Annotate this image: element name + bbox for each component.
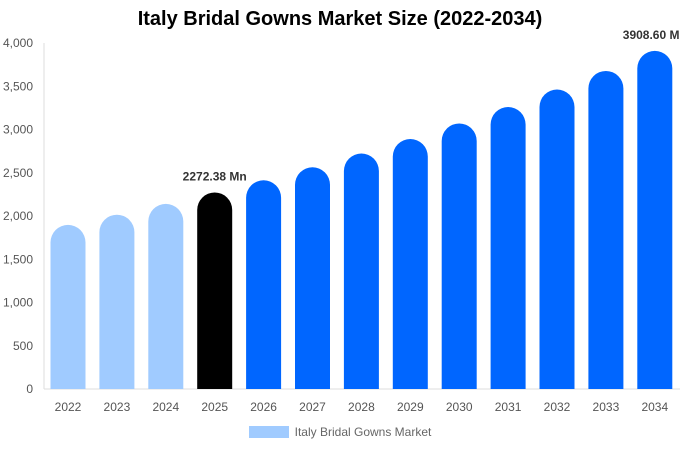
bar-2032 (539, 89, 575, 390)
x-tick-label: 2034 (641, 400, 668, 414)
bar-2027 (295, 167, 330, 389)
legend-swatch (248, 426, 289, 438)
y-tick-label: 3,500 (3, 79, 33, 93)
x-tick-label: 2033 (593, 400, 620, 414)
y-tick-label: 1,500 (3, 252, 33, 266)
y-tick-label: 2,000 (3, 209, 33, 223)
x-tick-label: 2027 (299, 400, 326, 414)
data-label: 2272.38 Mn (183, 169, 247, 183)
bar-2024 (148, 203, 184, 389)
x-tick-label: 2022 (55, 400, 82, 414)
legend-label: Italy Bridal Gowns Market (294, 425, 432, 439)
x-tick-label: 2030 (446, 400, 473, 414)
bar-2033 (588, 70, 624, 389)
chart-title: Italy Bridal Gowns Market Size (2022-203… (137, 8, 543, 30)
bar-2029 (392, 139, 428, 389)
y-tick-label: 0 (26, 382, 33, 396)
x-tick-label: 2032 (544, 400, 571, 414)
bar-2026 (246, 180, 282, 389)
y-tick-label: 1,000 (3, 296, 33, 310)
bar-2022 (50, 224, 86, 389)
data-label: 3908.60 Mn (623, 28, 680, 42)
x-tick-label: 2025 (201, 400, 228, 414)
bar-2031 (490, 107, 526, 389)
x-tick-label: 2024 (152, 400, 179, 414)
bar-2025 (197, 192, 233, 389)
x-tick-label: 2026 (250, 400, 277, 414)
x-tick-label: 2028 (348, 400, 375, 414)
bar-2030 (441, 123, 477, 390)
y-tick-label: 4,000 (3, 36, 33, 50)
y-tick-label: 500 (13, 339, 33, 353)
bar-2023 (99, 214, 135, 389)
bar-2034 (637, 50, 673, 389)
y-tick-label: 2,500 (3, 166, 33, 180)
bar-2028 (343, 153, 379, 389)
x-tick-label: 2029 (397, 400, 424, 414)
x-tick-label: 2031 (495, 400, 522, 414)
x-tick-label: 2023 (104, 400, 131, 414)
y-tick-label: 3,000 (3, 123, 33, 137)
legend: Italy Bridal Gowns Market (0, 425, 680, 439)
